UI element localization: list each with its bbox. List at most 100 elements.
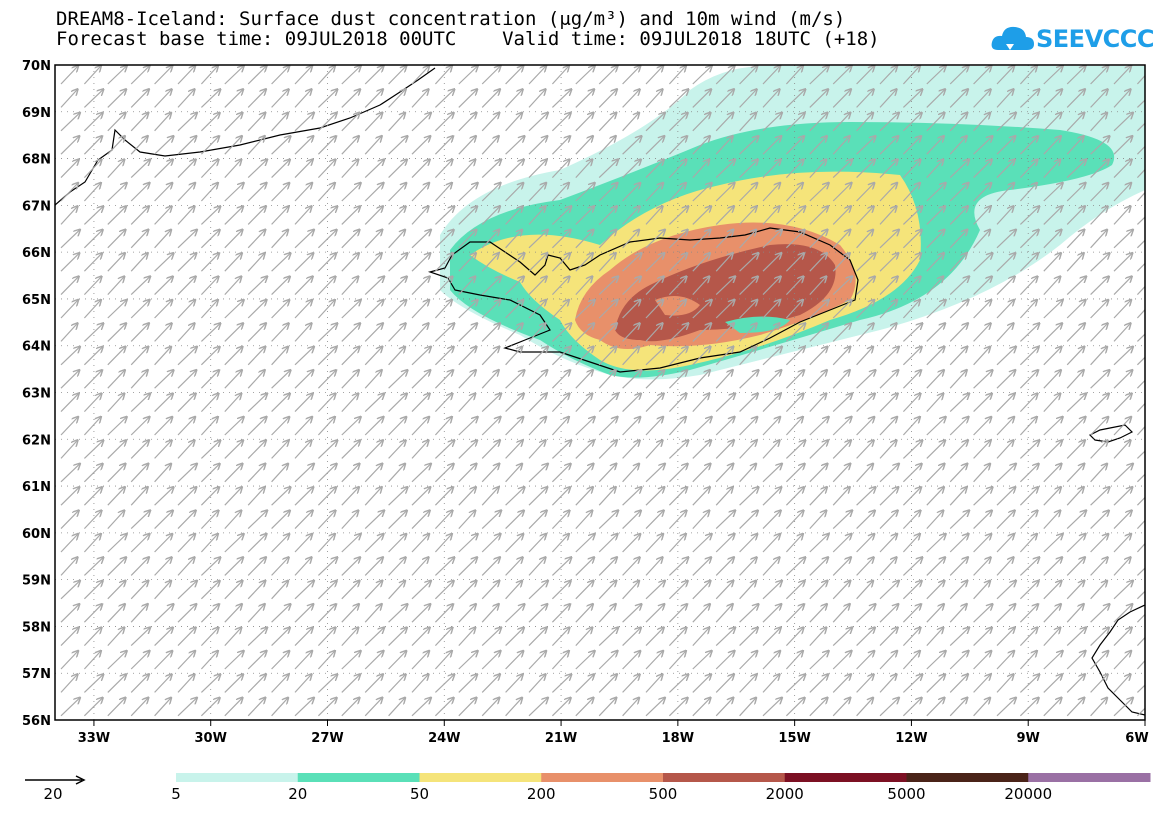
wind-arrow	[645, 277, 664, 296]
wind-arrow	[598, 628, 618, 647]
wind-arrow	[177, 66, 195, 85]
wind-arrow	[271, 698, 288, 717]
latitude-label: 58N	[22, 620, 51, 635]
wind-arrow	[785, 417, 802, 436]
wind-arrow	[832, 464, 850, 483]
wind-arrow	[107, 417, 127, 436]
wind-arrow	[341, 206, 360, 225]
wind-arrow	[551, 698, 570, 717]
wind-arrow	[551, 651, 568, 670]
wind-arrow	[434, 66, 451, 85]
wind-arrow	[622, 674, 640, 693]
wind-arrow	[130, 628, 150, 647]
wind-arrow	[879, 651, 897, 670]
wind-arrow	[200, 370, 219, 389]
wind-arrow	[107, 464, 126, 483]
wind-arrow	[528, 300, 546, 319]
wind-arrow	[458, 674, 477, 693]
wind-arrow	[505, 277, 524, 296]
wind-arrow	[364, 300, 383, 319]
latitude-label: 57N	[22, 667, 51, 682]
wind-arrow	[60, 394, 79, 413]
wind-arrow	[247, 277, 267, 296]
wind-arrow	[60, 253, 79, 272]
wind-arrow	[622, 347, 639, 366]
wind-arrow	[1113, 160, 1132, 179]
wind-arrow	[505, 651, 524, 670]
wind-arrow	[856, 183, 875, 202]
wind-arrow	[645, 464, 665, 483]
wind-arrow	[926, 534, 946, 553]
wind-arrow	[832, 370, 849, 389]
wind-arrow	[154, 300, 173, 319]
wind-arrow	[973, 66, 992, 85]
wind-arrow	[107, 277, 124, 296]
wind-arrow	[551, 394, 569, 413]
wind-arrow	[996, 534, 1014, 553]
wind-arrow	[505, 347, 522, 366]
wind-arrow	[481, 160, 501, 179]
wind-arrow	[598, 557, 617, 576]
wind-arrow	[107, 253, 125, 272]
wind-arrow	[1043, 253, 1061, 272]
wind-arrow	[622, 89, 640, 108]
wind-arrow	[598, 89, 617, 108]
wind-arrow	[1113, 277, 1132, 296]
wind-arrow	[388, 581, 405, 600]
wind-arrow	[762, 604, 781, 623]
wind-arrow	[575, 557, 594, 576]
wind-arrow	[434, 604, 453, 623]
wind-arrow	[785, 66, 802, 85]
wind-arrow	[528, 323, 545, 342]
wind-arrow	[481, 394, 501, 413]
wind-arrow	[879, 604, 898, 623]
wind-arrow	[1113, 511, 1132, 530]
wind-arrow	[832, 206, 851, 225]
wind-arrow	[1019, 604, 1038, 623]
wind-arrow	[1136, 191, 1145, 202]
wind-arrow	[411, 277, 430, 296]
wind-arrow	[739, 487, 759, 506]
wind-arrow	[154, 557, 172, 576]
wind-arrow	[856, 487, 876, 506]
wind-arrow	[388, 417, 407, 436]
wind-arrow	[505, 66, 524, 85]
wind-arrow	[481, 66, 500, 85]
wind-arrow	[832, 230, 850, 249]
wind-arrow	[832, 698, 850, 717]
wind-arrow	[856, 347, 873, 366]
wind-arrow	[949, 206, 968, 225]
wind-arrow	[715, 674, 734, 693]
wind-arrow	[739, 370, 759, 389]
wind-arrow	[551, 674, 571, 693]
wind-arrow	[996, 394, 1015, 413]
wind-arrow	[317, 136, 336, 155]
wind-arrow	[949, 136, 966, 155]
wind-arrow	[224, 253, 242, 272]
wind-arrow	[1113, 230, 1133, 249]
wind-arrow	[200, 89, 220, 108]
wind-arrow	[154, 440, 172, 459]
legend-bar	[25, 773, 1151, 785]
wind-arrow	[458, 206, 477, 225]
wind-arrow	[505, 464, 522, 483]
wind-arrow	[715, 136, 732, 155]
wind-arrow	[458, 277, 475, 296]
wind-arrow	[271, 557, 289, 576]
wind-arrow	[154, 370, 174, 389]
wind-arrow	[598, 698, 616, 717]
wind-arrow	[856, 277, 875, 296]
wind-arrow	[107, 557, 126, 576]
wind-arrow	[832, 300, 851, 319]
wind-arrow	[1136, 519, 1145, 530]
wind-arrow	[832, 440, 851, 459]
wind-arrow	[785, 206, 805, 225]
wind-arrow	[598, 230, 616, 249]
wind-arrow	[294, 347, 314, 366]
wind-arrow	[458, 464, 477, 483]
wind-arrow	[551, 113, 570, 132]
wind-arrow	[154, 183, 173, 202]
wind-arrow	[528, 698, 548, 717]
wind-arrow	[200, 394, 218, 413]
wind-arrow	[317, 347, 336, 366]
